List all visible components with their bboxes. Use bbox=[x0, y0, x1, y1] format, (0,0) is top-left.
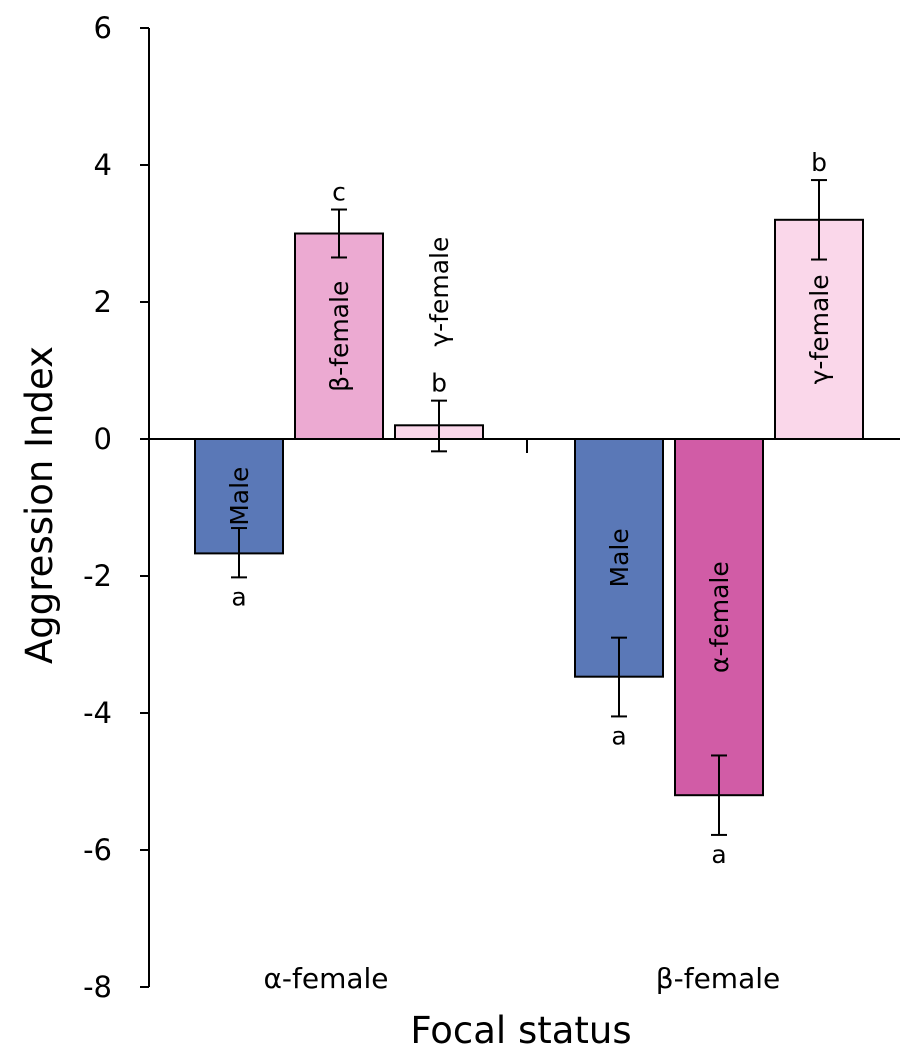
significance-letter: a bbox=[231, 582, 246, 611]
significance-letter: b bbox=[431, 369, 447, 398]
category-label: α-female bbox=[263, 962, 388, 995]
zero-baseline: α-female β-female bbox=[149, 438, 900, 995]
significance-letter: a bbox=[611, 721, 626, 750]
y-tick-label: -6 bbox=[83, 833, 112, 867]
y-tick-label: -8 bbox=[83, 970, 112, 1004]
bar-name-label: γ-female bbox=[425, 237, 454, 347]
y-tick-label: 6 bbox=[94, 11, 112, 45]
significance-letter: b bbox=[811, 148, 827, 177]
y-tick-label: -4 bbox=[83, 696, 112, 730]
y-axis: 6 4 2 0 -2 -4 -6 -8 bbox=[83, 11, 150, 1004]
category-label: β-female bbox=[656, 962, 781, 995]
bar-name-label: Male bbox=[605, 528, 634, 587]
bar-name-label: β-female bbox=[325, 281, 354, 392]
y-tick-label: 2 bbox=[94, 285, 112, 319]
x-axis-title: Focal status bbox=[410, 1009, 631, 1051]
y-tick-label: -2 bbox=[83, 559, 112, 593]
error-bars bbox=[231, 179, 827, 836]
bar-name-label: γ-female bbox=[805, 274, 834, 384]
significance-letter: c bbox=[332, 178, 346, 207]
bar-name-label: Male bbox=[225, 467, 254, 526]
bar-name-label: α-female bbox=[705, 561, 734, 673]
y-tick-label: 4 bbox=[94, 148, 112, 182]
y-axis-title: Aggression Index bbox=[18, 346, 61, 664]
bar-labels: a Male c β-female b γ-female a Male a α-female b γ-… bbox=[225, 148, 834, 869]
bars bbox=[194, 218, 864, 797]
y-tick-label: 0 bbox=[94, 422, 112, 456]
significance-letter: a bbox=[711, 840, 726, 869]
